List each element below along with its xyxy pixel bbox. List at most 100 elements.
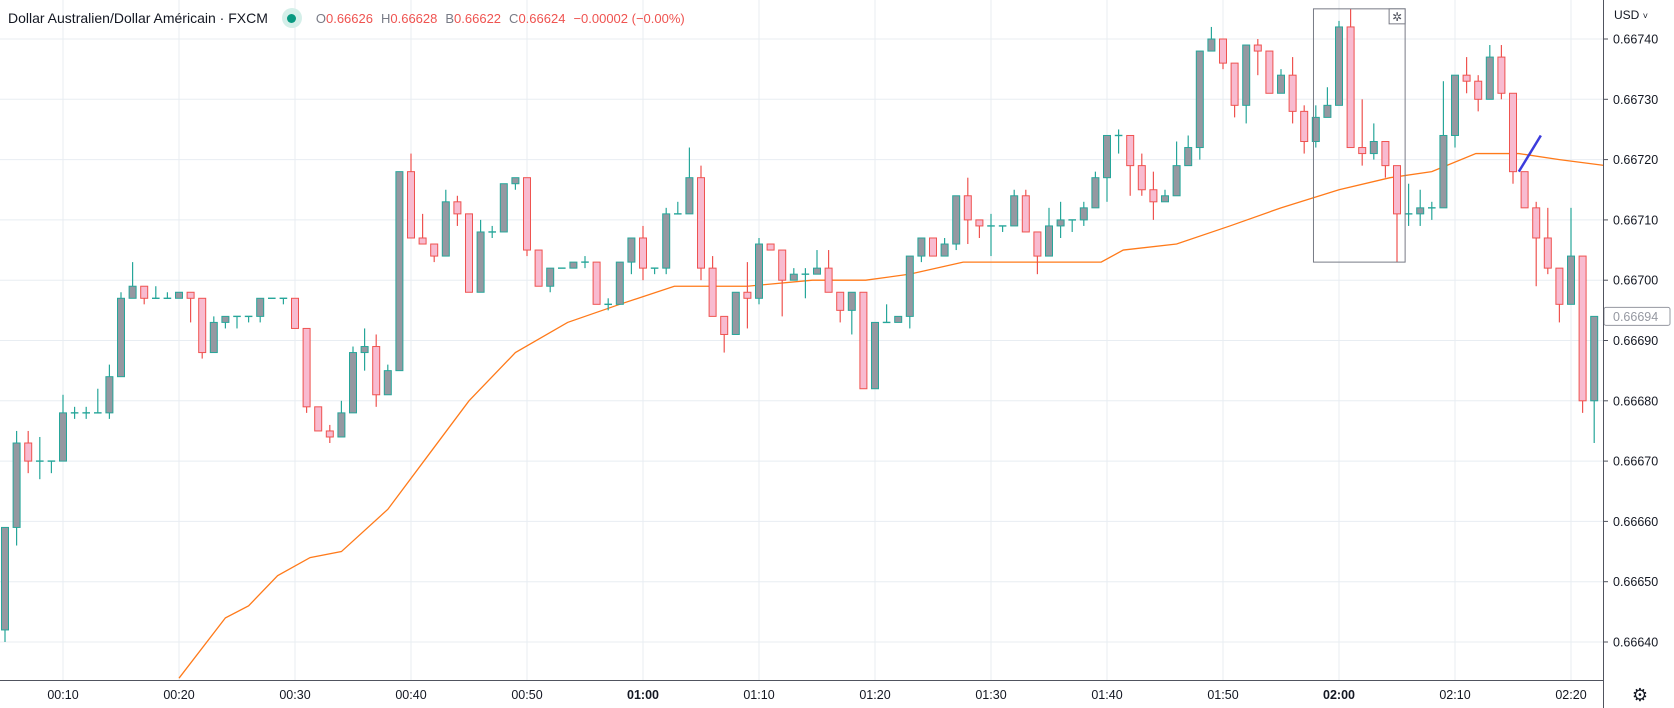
candle-body [511, 177, 520, 185]
price-change: −0.00002 (−0.00%) [573, 10, 685, 26]
candle-down [720, 315, 729, 353]
close-label: C [509, 10, 519, 26]
time-tick-label: 00:40 [395, 688, 426, 702]
candle-down [1381, 141, 1390, 178]
candle-body [720, 315, 729, 335]
candle-up [731, 291, 740, 335]
symbol-legend: Dollar Australien/Dollar Américain · FXC… [8, 8, 685, 28]
candle-up [1369, 123, 1378, 160]
candle-down [1393, 165, 1401, 263]
price-tick-label: 0.66670 [1613, 455, 1658, 469]
candle-body [1277, 74, 1285, 94]
candle-up [604, 298, 612, 311]
candle-body [372, 346, 381, 396]
symbol-title[interactable]: Dollar Australien/Dollar Américain · FXC… [8, 10, 268, 26]
high-value: 0.66628 [390, 10, 438, 26]
candle-body [1161, 195, 1169, 203]
candle-down [372, 334, 381, 407]
candle-up [1010, 189, 1019, 227]
candle-body [1567, 255, 1575, 305]
currency-selector[interactable]: USD ˅ [1614, 8, 1648, 22]
candle-body [1091, 177, 1100, 209]
candle-up [615, 261, 624, 305]
time-tick-label: 01:30 [975, 688, 1006, 702]
candle-down [1253, 39, 1262, 76]
candle-up [1277, 69, 1285, 94]
candle-down [523, 177, 531, 257]
candle-down [1300, 105, 1309, 154]
candle-up [1428, 201, 1436, 220]
candle-down [1230, 62, 1239, 118]
candle-body [615, 261, 624, 305]
rectangle-settings-icon-glyph: ✲ [1392, 10, 1402, 24]
candle-down [766, 243, 775, 251]
candle-body [662, 213, 671, 269]
candle-body [523, 177, 531, 251]
candle-body [430, 243, 439, 257]
candle-up [1068, 219, 1076, 232]
candle-body [1126, 134, 1135, 167]
candle-down [592, 261, 601, 305]
candle-up [152, 286, 160, 299]
candle-up [1590, 315, 1599, 444]
price-axis-background [1604, 0, 1674, 708]
candle-down [1021, 189, 1030, 233]
candle-body [813, 267, 821, 275]
candle-down [639, 225, 647, 281]
candle-up [476, 219, 485, 293]
candle-up [650, 267, 659, 275]
candle-body [685, 177, 694, 215]
drawings-layer[interactable]: ✲ [1312, 8, 1542, 263]
time-axis[interactable]: 00:10 00:20 00:30 00:40 00:50 01:00 01:10 01:20… [47, 688, 1586, 702]
candle-up [755, 237, 763, 305]
candle-body [1300, 110, 1309, 143]
candles-layer [1, 8, 1599, 642]
candle-up [488, 225, 496, 238]
candle-up [47, 460, 56, 474]
candle-up [163, 292, 172, 299]
price-tick-label: 0.66740 [1613, 33, 1658, 47]
candle-down [778, 249, 787, 317]
candle-down [1033, 231, 1042, 275]
candle-up [175, 291, 183, 299]
candle-down [1578, 255, 1587, 413]
candle-up [1103, 134, 1111, 202]
candle-up [813, 250, 821, 275]
price-axis[interactable]: 0.66740 0.66730 0.66720 0.66710 0.66700 0.666… [1603, 0, 1674, 708]
candle-down [1288, 57, 1297, 124]
candle-body [1543, 237, 1552, 269]
candle-down [1509, 92, 1517, 184]
candle-up [1416, 189, 1425, 226]
candle-body [569, 261, 578, 269]
candle-body [499, 183, 508, 233]
candle-up [1335, 20, 1343, 106]
candle-body [1184, 147, 1193, 167]
candle-body [476, 231, 485, 293]
time-tick-label: 01:00 [627, 688, 659, 702]
candle-up [82, 406, 90, 419]
currency-label: USD [1614, 8, 1640, 22]
candle-down [836, 291, 845, 323]
candle-body [1137, 165, 1146, 191]
candle-body [1242, 44, 1251, 106]
candle-body [917, 237, 926, 257]
candle-body [453, 201, 462, 215]
candle-down [1126, 134, 1135, 196]
price-tick-label: 0.66680 [1613, 394, 1658, 408]
candle-body [1578, 255, 1587, 402]
candle-up [569, 261, 578, 269]
candle-body [1555, 267, 1564, 305]
candle-down [291, 297, 299, 329]
time-tick-label: 00:30 [279, 688, 310, 702]
candle-body [847, 291, 856, 311]
time-tick-label: 02:20 [1555, 688, 1586, 702]
candle-up [662, 207, 671, 275]
candle-down [1520, 171, 1529, 209]
candle-up [36, 436, 44, 480]
candle-body [198, 297, 207, 354]
candle-up [674, 201, 682, 215]
candle-up [917, 237, 926, 263]
candle-down [1474, 75, 1483, 112]
gear-icon[interactable]: ⚙ [1631, 685, 1649, 705]
